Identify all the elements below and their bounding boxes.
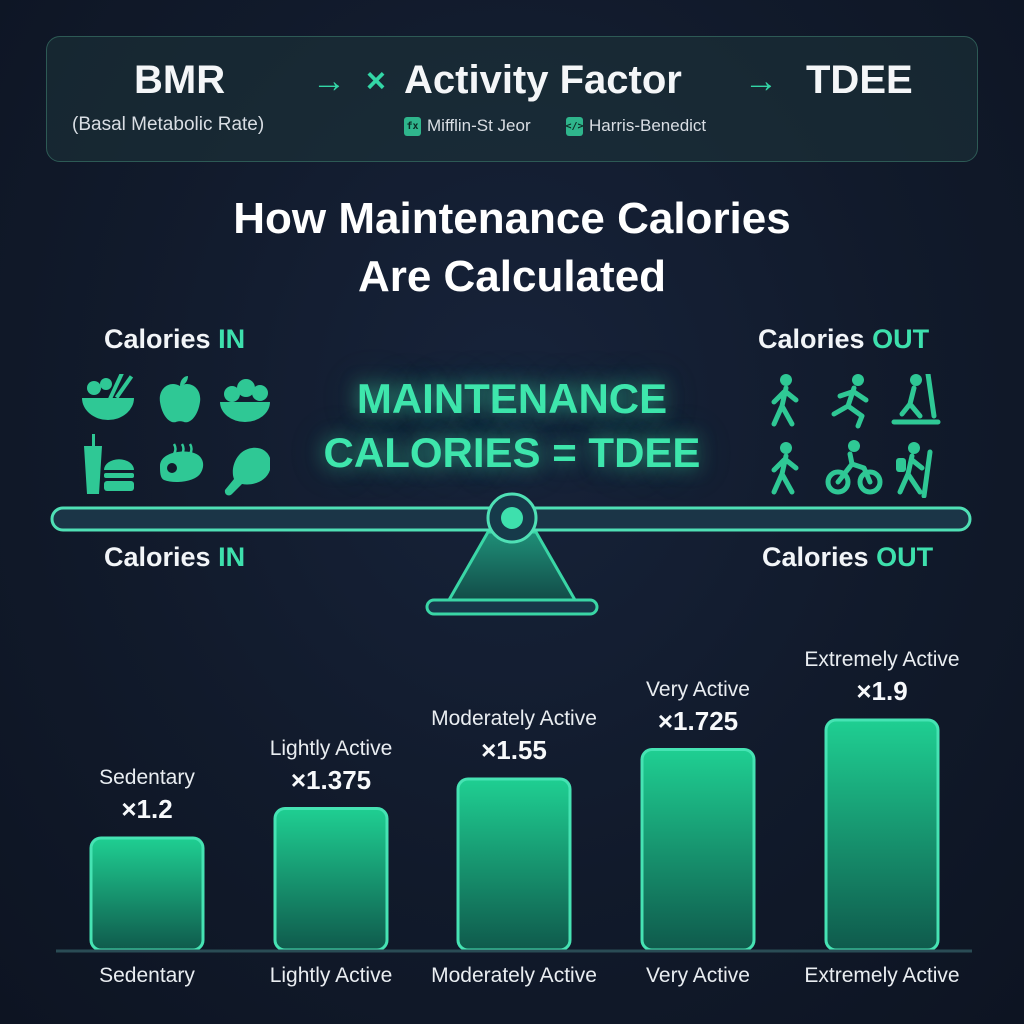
reference-harris-text: Harris-Benedict (589, 116, 707, 135)
bmr-label: BMR (134, 58, 226, 102)
bar-category-label: Very Active (646, 677, 750, 701)
calories-in-label-top: Calories IN (104, 324, 245, 355)
food-icons (82, 374, 270, 496)
arrow-right-icon: → (744, 62, 778, 100)
calories-out-accent: OUT (872, 324, 930, 354)
bar-value-label: ×1.725 (657, 705, 739, 736)
calories-out-text: Calories (758, 324, 865, 354)
maintenance-line-2: CALORIES = TDEE (323, 429, 701, 476)
fx-icon: fx (404, 116, 421, 136)
reference-harris: </> Harris-Benedict (565, 116, 707, 136)
multiply-icon: × (366, 62, 386, 100)
scale-base (425, 530, 599, 616)
x-tick-label: Extremely Active (804, 964, 960, 987)
x-tick-label: Very Active (646, 964, 750, 987)
maintenance-line-1: MAINTENANCE (356, 375, 668, 422)
bar-top-label: Very Active ×1.725 (588, 676, 808, 738)
calories-out-label-top: Calories OUT (758, 324, 929, 355)
bar-category-label: Lightly Active (269, 736, 393, 760)
tdee-label: TDEE (806, 58, 913, 102)
x-tick-label: Lightly Active (269, 964, 393, 987)
bar-value-label: ×1.2 (121, 794, 173, 824)
calories-in-label-bottom: Calories IN (104, 542, 245, 573)
arrow-right-icon: → (312, 62, 346, 100)
bar-value-label: ×1.375 (290, 764, 372, 795)
code-icon: </> (565, 116, 584, 136)
bar-top-label: Extremely Active ×1.9 (772, 646, 992, 708)
running-person-icon (831, 374, 869, 429)
calories-in-text: Calories (104, 324, 211, 354)
hiker-icon (896, 442, 933, 498)
treadmill-icon (891, 374, 941, 425)
bmr-subtitle: (Basal Metabolic Rate) (72, 114, 265, 135)
reference-mifflin: fx Mifflin-St Jeor (404, 116, 531, 136)
bar-top-label: Lightly Active ×1.375 (221, 735, 441, 797)
steak-icon (160, 443, 204, 482)
activity-factor-label: Activity Factor (404, 58, 682, 102)
fast-food-icon (84, 434, 134, 494)
bar-value-label: ×1.55 (481, 735, 547, 765)
page-title: How Maintenance Calories Are Calculated (0, 190, 1024, 306)
scale-pivot (486, 492, 538, 544)
calories-in-accent: IN (218, 542, 246, 572)
apple-icon (159, 376, 201, 423)
bar-top-label: Sedentary ×1.2 (37, 764, 257, 826)
bar-top-label: Moderately Active ×1.55 (404, 705, 624, 767)
calories-out-accent: OUT (876, 542, 934, 572)
x-tick-label: Moderately Active (431, 964, 597, 987)
title-line-2: Are Calculated (357, 252, 667, 301)
activity-icons (771, 374, 941, 498)
calories-in-text: Calories (104, 542, 211, 572)
calories-out-text: Calories (762, 542, 869, 572)
bar-category-label: Extremely Active (804, 648, 960, 671)
bar-category-label: Sedentary (99, 766, 195, 789)
walking-person-icon (771, 442, 799, 495)
calories-in-accent: IN (218, 324, 246, 354)
bar-category-label: Moderately Active (431, 707, 597, 730)
calories-out-label-bottom: Calories OUT (762, 542, 933, 573)
bar-sedentary (89, 836, 205, 952)
bar-value-label: ×1.9 (856, 676, 908, 706)
chicken-leg-icon (224, 447, 270, 496)
walking-person-icon (771, 374, 799, 427)
bar-very-active (640, 748, 756, 952)
bowl-with-chopsticks-icon (82, 374, 134, 420)
cyclist-icon (825, 440, 883, 495)
bar-moderately-active (456, 777, 572, 952)
bar-extremely-active (824, 718, 940, 952)
x-tick-label: Sedentary (99, 964, 195, 987)
maintenance-equation: MAINTENANCE CALORIES = TDEE (250, 372, 774, 480)
title-line-1: How Maintenance Calories (233, 194, 791, 243)
formula-box (46, 36, 978, 162)
balance-scale (50, 492, 972, 616)
bar-lightly-active (273, 807, 389, 952)
reference-mifflin-text: Mifflin-St Jeor (427, 116, 531, 135)
salad-bowl-icon (220, 379, 270, 422)
